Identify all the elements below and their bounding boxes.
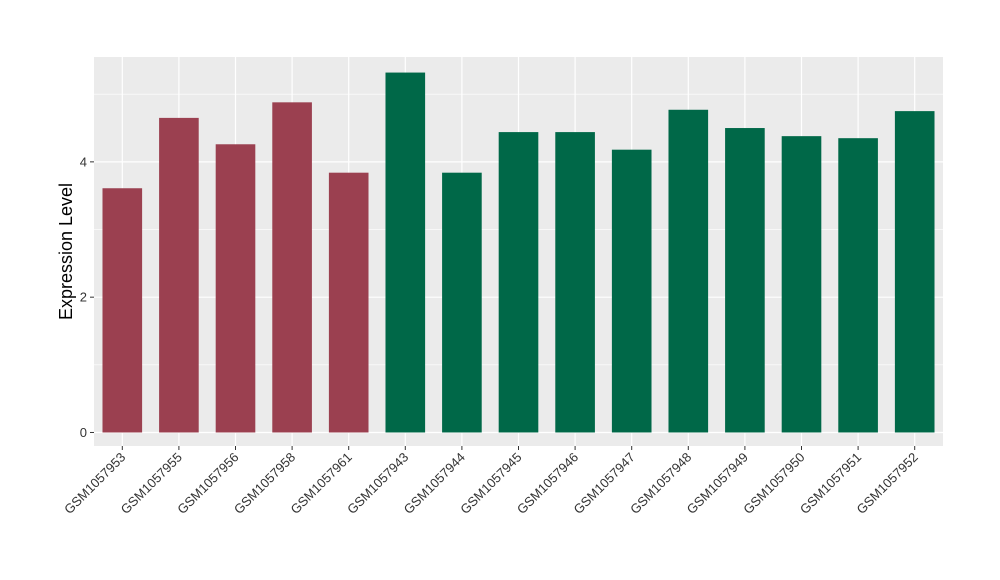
y-axis: 0 2 4 (80, 154, 94, 440)
y-axis-title: Expression Level (56, 183, 76, 320)
bar (442, 172, 482, 433)
bar (498, 132, 539, 433)
bar (555, 132, 595, 433)
bar (611, 149, 652, 433)
bar (385, 72, 426, 433)
bar (328, 172, 369, 433)
bar (894, 111, 935, 433)
bar (272, 102, 312, 433)
bar (838, 138, 878, 433)
bar (215, 144, 256, 433)
bar (102, 188, 143, 433)
bar (725, 128, 765, 433)
y-tick-label: 4 (80, 154, 87, 169)
y-tick-label: 2 (80, 290, 87, 305)
x-axis: GSM1057953GSM1057955GSM1057956GSM1057958… (61, 446, 921, 517)
bar (668, 109, 709, 433)
y-tick-label: 0 (80, 425, 87, 440)
bar (159, 117, 199, 433)
bar (781, 136, 822, 433)
bars (102, 72, 935, 433)
